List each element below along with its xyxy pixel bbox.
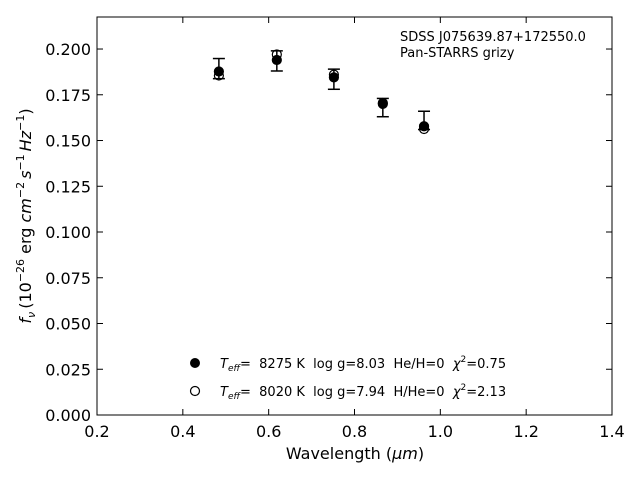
plot-layer: 0.2 0.4 0.6 0.8 1.0 1.2 1.4 0.000 0.025 0.050 0.07…: [45, 16, 625, 441]
y-tick-label: 0.175: [45, 86, 91, 105]
y-tick-label: 0.000: [45, 406, 91, 425]
legend-marker-filled: [190, 358, 200, 368]
legend-marker-open: [189, 385, 201, 397]
y-tick-label: 0.075: [45, 269, 91, 288]
y-tick-label: 0.025: [45, 360, 91, 379]
y-tick-label: 0.125: [45, 177, 91, 196]
y-tick-label: 0.200: [45, 40, 91, 59]
point-filled: [418, 121, 430, 132]
x-axis-label: Wavelength (μm): [286, 444, 424, 463]
legend: Teff= 8275 K log g=8.03 He/H=0 χ2=0.75 T…: [189, 355, 506, 402]
plot-frame: [96, 16, 613, 416]
legend-entry-1: Teff= 8275 K log g=8.03 He/H=0 χ2=0.75: [220, 355, 506, 374]
annotation-survey: Pan-STARRS grizy: [400, 46, 515, 61]
y-axis-label: fν(10−26 erg cm−2s−1Hz−1): [14, 108, 38, 323]
x-tick-label: 1.0: [428, 422, 453, 441]
point-filled: [271, 54, 282, 66]
x-tick-label: 1.4: [599, 422, 624, 441]
legend-entry-2: Teff= 8020 K log g=7.94 H/He=0 χ2=2.13: [220, 383, 506, 402]
y-tick-label: 0.100: [45, 223, 91, 242]
y-tick-label: 0.150: [45, 132, 91, 151]
point-filled: [328, 72, 339, 83]
annotation-object-name: SDSS J075639.87+172550.0: [400, 30, 586, 45]
point-filled: [377, 98, 388, 110]
x-tick-label: 0.2: [84, 422, 109, 441]
point-filled: [213, 66, 224, 77]
y-tick-label: 0.050: [45, 315, 91, 334]
x-tick-label: 0.4: [170, 422, 195, 441]
x-tick-label: 0.6: [256, 422, 281, 441]
x-tick-label: 0.8: [342, 422, 367, 441]
x-tick-label: 1.2: [513, 422, 538, 441]
